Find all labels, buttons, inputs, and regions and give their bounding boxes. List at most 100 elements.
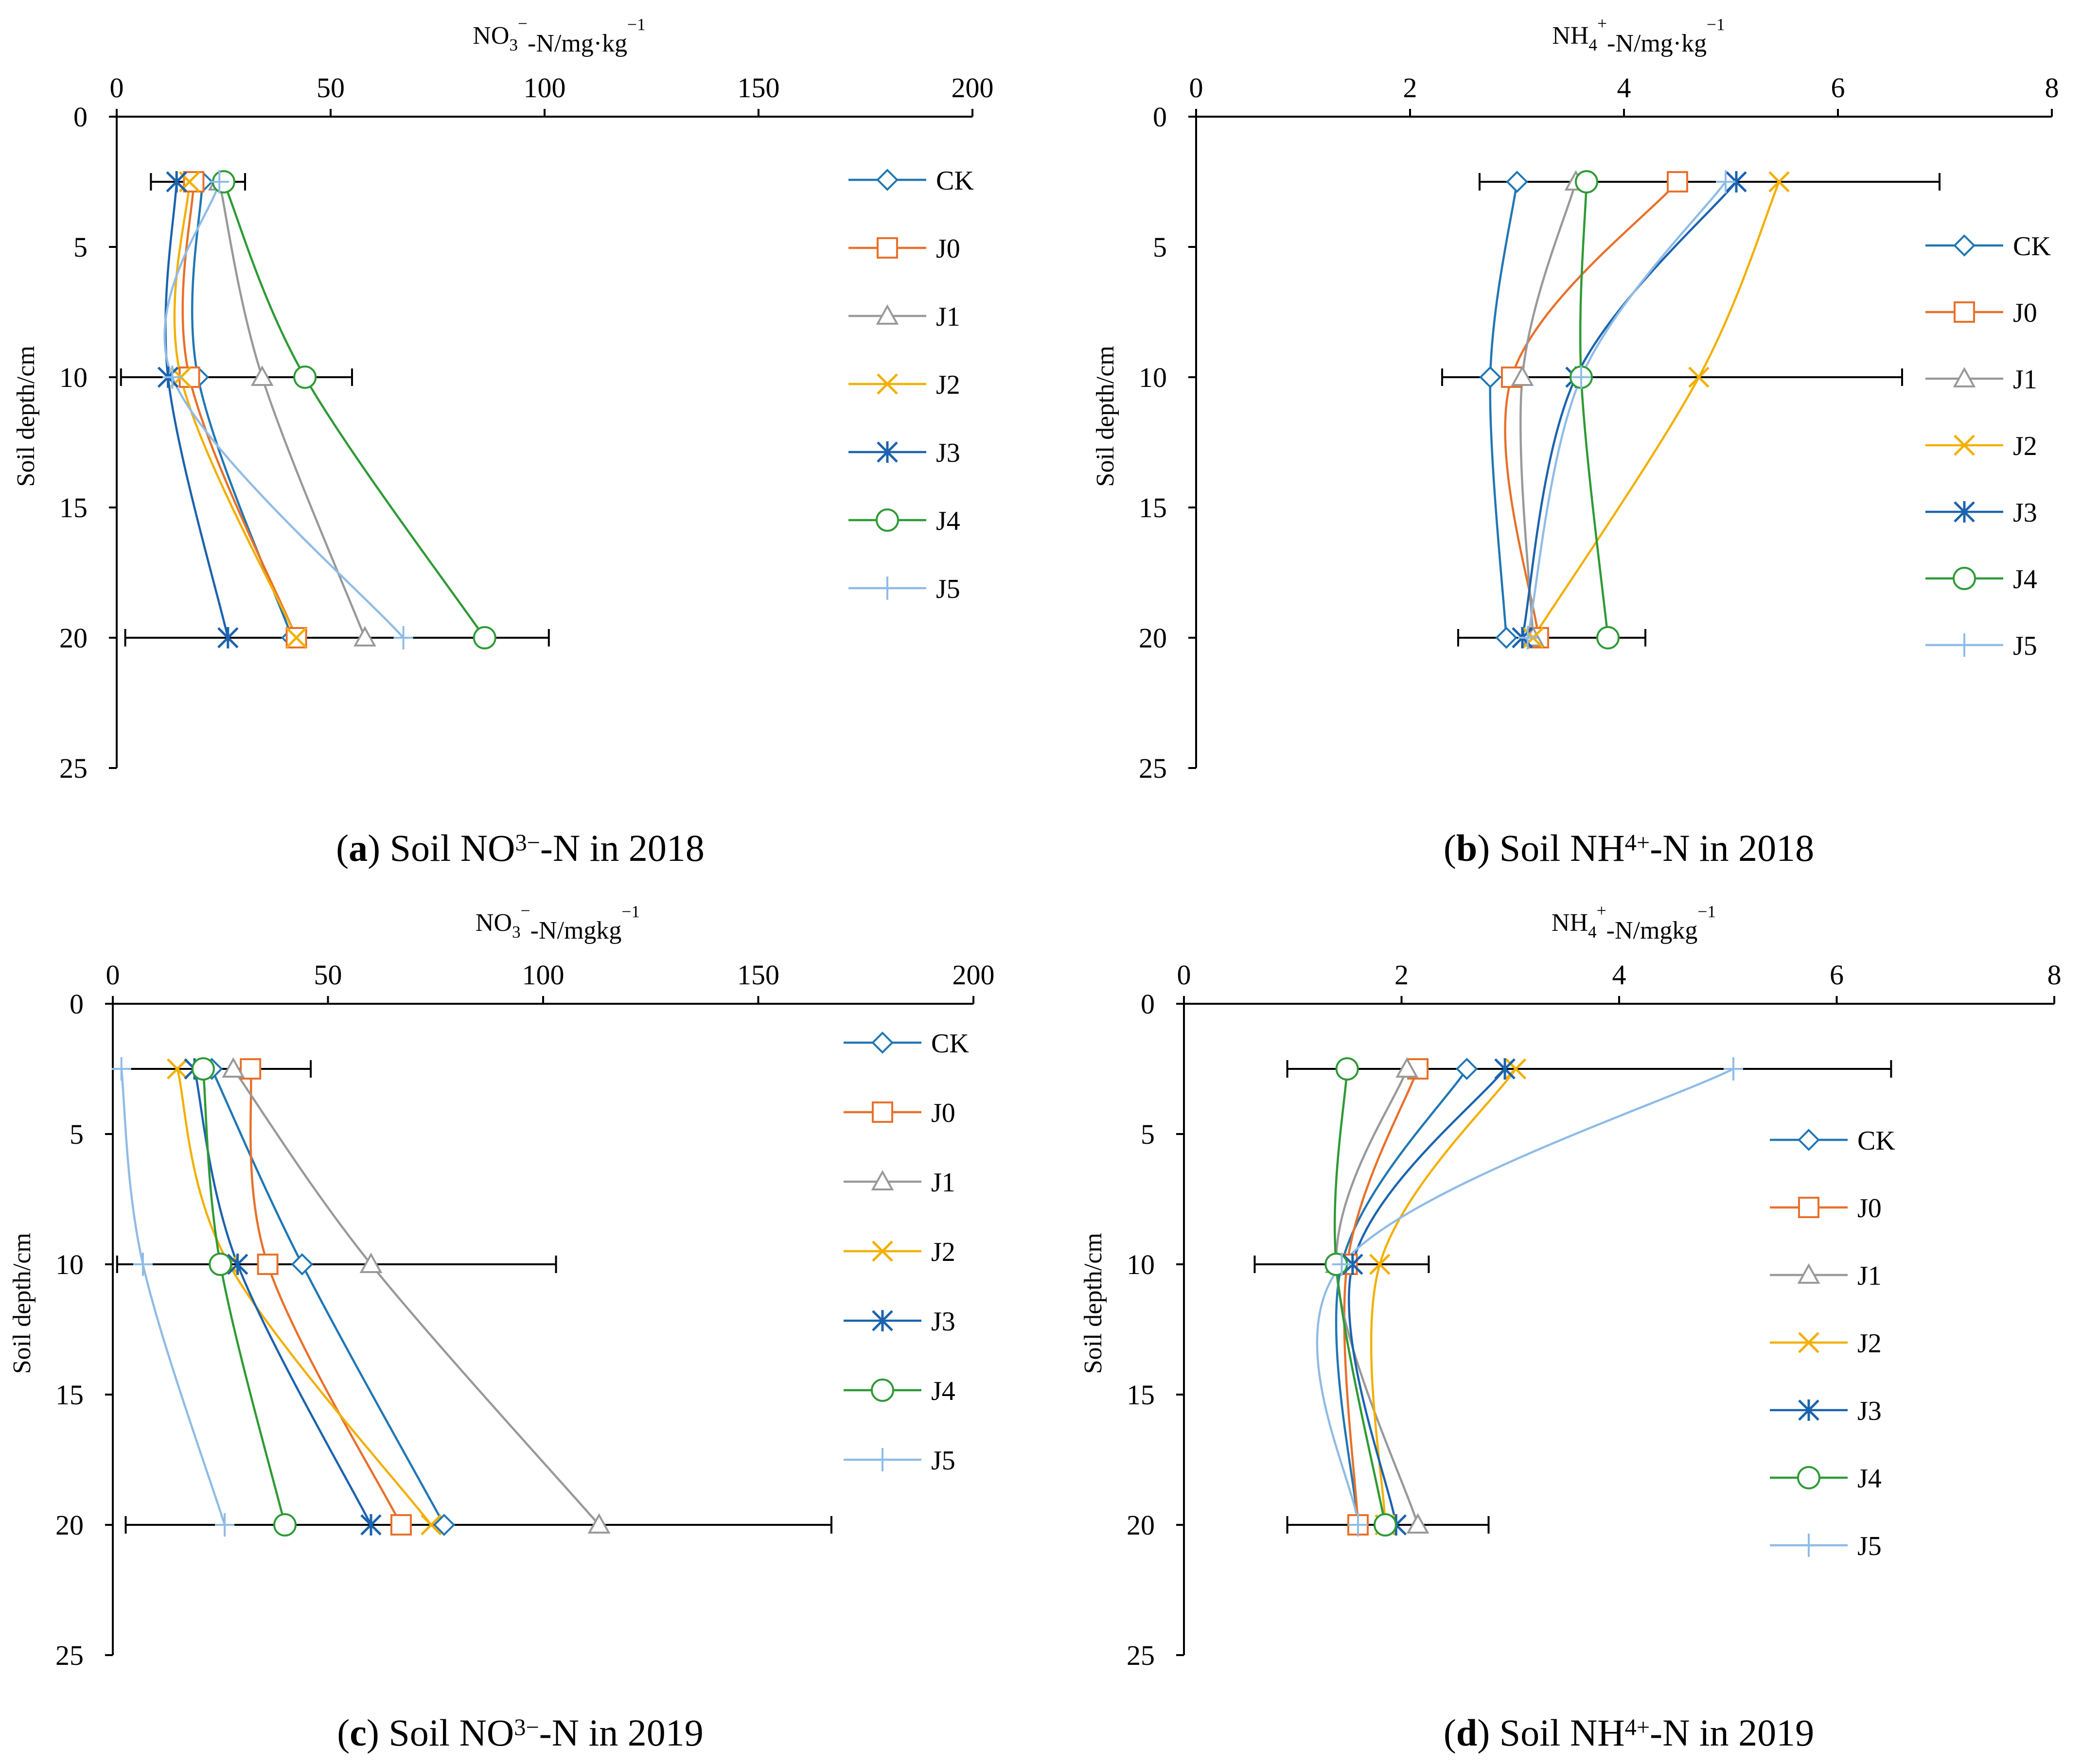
x-tick-label: 50 (314, 959, 342, 991)
legend-marker (1798, 1399, 1819, 1421)
legend-marker (876, 169, 899, 191)
legend-marker (871, 1379, 894, 1402)
data-point-ck (1506, 171, 1528, 193)
y-tick-label: 15 (55, 1379, 84, 1411)
caption-letter: b (1456, 827, 1478, 869)
x-axis-title: NO3−-N/mg·kg−1 (473, 14, 645, 57)
legend-label: J0 (2013, 298, 2037, 328)
legend-label: J4 (936, 506, 960, 536)
legend-label: J3 (1857, 1396, 1882, 1426)
y-tick-label: 15 (1139, 492, 1167, 524)
x-tick-label: 150 (738, 72, 780, 104)
y-tick-label: 10 (59, 362, 88, 393)
data-point-j0 (390, 1514, 412, 1536)
data-point-j3 (217, 627, 239, 648)
chart-panel-c: 0 50 100 150 200 0 5 10 15 20 25 NO3−-N/mgkg−1 Soil … (8, 901, 995, 1671)
y-tick-label: 25 (1139, 752, 1167, 784)
caption-letter: c (350, 1712, 367, 1754)
data-point-j3 (360, 1514, 382, 1536)
x-tick-label: 4 (1612, 959, 1626, 991)
data-point-j4 (1596, 626, 1620, 649)
data-point-j4 (1335, 1057, 1359, 1081)
data-point-j2 (1505, 1058, 1527, 1080)
legend-label: J5 (1857, 1531, 1882, 1561)
data-point-j3 (1726, 171, 1747, 192)
y-axis-title: Soil depth/cm (1079, 1233, 1107, 1374)
data-point-j3 (1342, 1254, 1363, 1275)
data-point-j5 (162, 366, 182, 389)
legend-label: CK (931, 1029, 969, 1059)
x-tick-label: 50 (317, 72, 345, 104)
data-point-j0 (183, 171, 205, 192)
series-line-ck (211, 1068, 445, 1526)
x-tick-label: 4 (1617, 72, 1631, 104)
data-point-j4 (191, 1057, 215, 1081)
data-point-j2 (285, 627, 307, 648)
legend-marker (1953, 234, 1976, 257)
data-point-j2 (1688, 367, 1710, 388)
y-tick-label: 0 (73, 101, 88, 133)
legend-marker (1799, 1534, 1818, 1557)
series-line-ck (1489, 181, 1518, 638)
data-point-j1 (359, 1252, 383, 1273)
y-tick-label: 5 (1153, 231, 1167, 263)
legend-marker (1954, 501, 1975, 523)
legend-marker (877, 237, 898, 259)
y-tick-label: 10 (1127, 1249, 1155, 1280)
legend-label: J2 (936, 370, 960, 400)
data-point-j1 (222, 1057, 245, 1078)
data-point-j1 (1406, 1513, 1429, 1534)
x-tick-label: 6 (1830, 959, 1844, 991)
legend-label: J4 (931, 1376, 955, 1406)
series-line-j3 (193, 1068, 372, 1526)
data-point-j1 (353, 626, 376, 646)
y-axis-title: Soil depth/cm (12, 346, 40, 487)
y-tick-label: 0 (1141, 988, 1155, 1020)
data-point-j0 (1667, 171, 1688, 192)
legend-marker (873, 1448, 892, 1471)
legend-label: J3 (2013, 498, 2037, 528)
series-line-j0 (181, 181, 298, 638)
series-line-j0 (1343, 1068, 1419, 1525)
series-line-j2 (173, 181, 298, 638)
data-point-j5 (1723, 1057, 1743, 1081)
data-point-ck (291, 1253, 314, 1275)
x-axis-title: NO3−-N/mgkg−1 (476, 901, 640, 944)
y-tick-label: 20 (1139, 622, 1167, 654)
legend-label: CK (2013, 231, 2051, 262)
legend-label: CK (1857, 1126, 1895, 1156)
data-point-j4 (1575, 170, 1598, 193)
data-point-j4 (209, 1253, 232, 1276)
y-tick-label: 5 (1141, 1118, 1155, 1150)
legend-label: CK (936, 166, 974, 196)
y-tick-label: 10 (55, 1249, 84, 1280)
caption-b: (b) Soil NH4+-N in 2018 (1443, 827, 1815, 869)
caption-c: (c) Soil NO3−-N in 2019 (337, 1712, 704, 1754)
series-line-j2 (1532, 181, 1781, 639)
data-point-ck (1455, 1058, 1478, 1080)
y-tick-label: 20 (59, 622, 88, 654)
legend-label: J1 (1857, 1261, 1882, 1291)
series-line-j1 (218, 181, 366, 638)
series-line-j5 (120, 1068, 226, 1525)
series-line-j1 (232, 1068, 600, 1526)
legend-marker (872, 1310, 893, 1331)
caption-letter: a (349, 827, 368, 869)
legend-label: J5 (931, 1446, 955, 1476)
legend-label: J0 (931, 1098, 955, 1128)
legend-marker (876, 508, 899, 532)
x-tick-label: 0 (106, 959, 120, 991)
legend-label: J4 (1857, 1464, 1882, 1494)
data-point-j4 (473, 626, 496, 649)
series-line-ck (191, 181, 293, 638)
data-point-j1 (587, 1513, 611, 1534)
y-tick-label: 20 (55, 1509, 84, 1541)
data-point-j2 (1768, 171, 1790, 192)
series-line-j5 (163, 181, 405, 639)
series-line-j3 (164, 181, 229, 638)
data-point-j5 (215, 1513, 235, 1537)
legend-marker (877, 441, 898, 463)
series-line-j4 (222, 181, 486, 639)
legend-marker (1798, 1197, 1819, 1218)
